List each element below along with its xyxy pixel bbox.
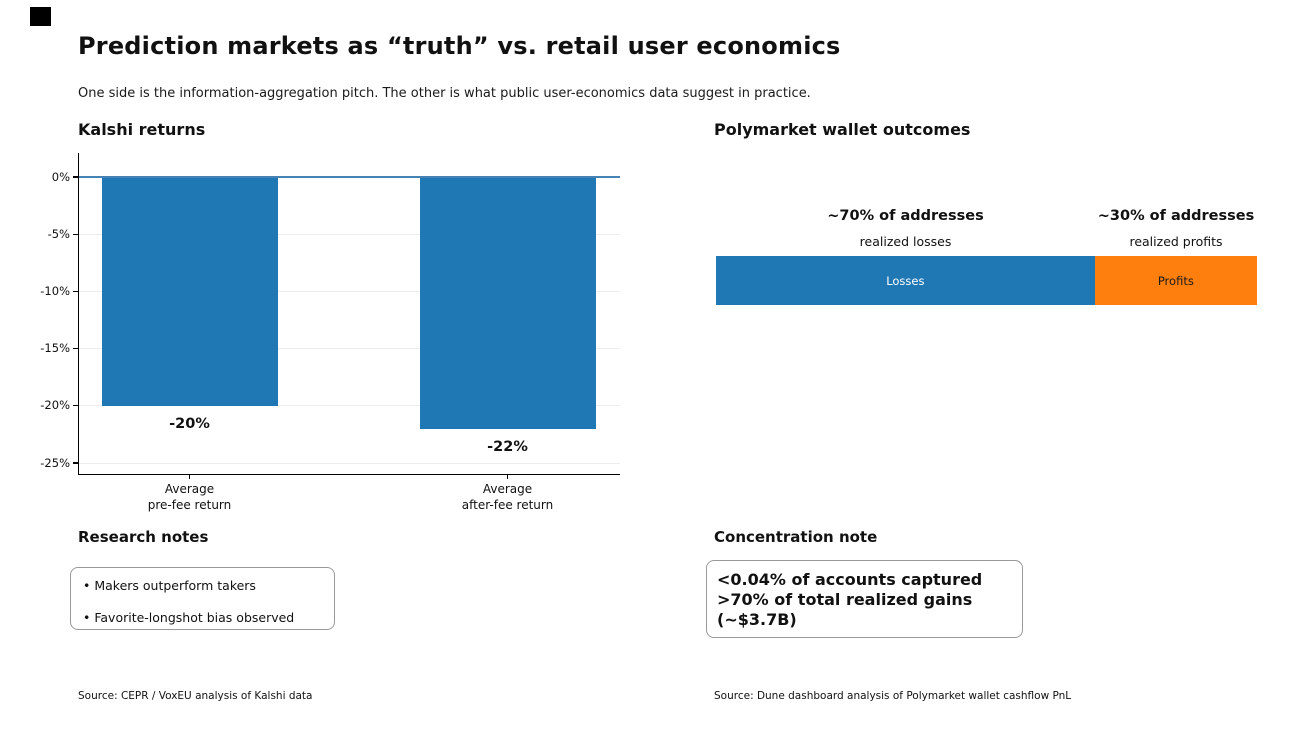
polymarket-segment-profits: Profits bbox=[1094, 256, 1257, 305]
y-tick-mark bbox=[73, 348, 78, 350]
y-tick-label: -20% bbox=[40, 398, 70, 413]
page-subtitle: One side is the information-aggregation … bbox=[78, 86, 811, 101]
concentration-note-heading: Concentration note bbox=[714, 528, 878, 546]
concentration-note-line: >70% of total realized gains bbox=[717, 590, 973, 609]
profits-annotation-line1: ~30% of addresses bbox=[1097, 208, 1255, 224]
y-tick-mark bbox=[73, 405, 78, 407]
y-tick-mark bbox=[73, 462, 78, 464]
kalshi-bar-1 bbox=[419, 177, 596, 429]
y-tick-label: -25% bbox=[40, 455, 70, 470]
research-notes-heading: Research notes bbox=[78, 528, 209, 546]
concentration-note-box: <0.04% of accounts captured >70% of tota… bbox=[706, 560, 1023, 638]
y-tick-label: 0% bbox=[51, 169, 70, 184]
profits-annotation: ~30% of addresses realized profits bbox=[1014, 208, 1295, 249]
y-gridline bbox=[78, 405, 620, 407]
y-tick-mark bbox=[73, 233, 78, 235]
x-tick-label-1: Average after-fee return bbox=[461, 482, 554, 512]
corner-artifact-mark bbox=[30, 7, 51, 26]
kalshi-source-text: Source: CEPR / VoxEU analysis of Kalshi … bbox=[78, 690, 313, 702]
losses-annotation-line2: realized losses bbox=[859, 234, 952, 249]
concentration-note-line: (~$3.7B) bbox=[717, 610, 797, 629]
polymarket-segment-losses: Losses bbox=[716, 256, 1095, 305]
y-gridline bbox=[78, 348, 620, 350]
x-axis-spine bbox=[78, 473, 620, 475]
kalshi-bar-0 bbox=[101, 177, 278, 406]
research-note-item: • Makers outperform takers bbox=[83, 578, 256, 593]
y-axis-spine bbox=[78, 153, 80, 475]
x-tick-label-0: Average pre-fee return bbox=[147, 482, 232, 512]
y-tick-label: -15% bbox=[40, 341, 70, 356]
y-tick-mark bbox=[73, 290, 78, 292]
kalshi-bar-value-0: -20% bbox=[169, 415, 210, 432]
zero-baseline bbox=[78, 176, 620, 178]
x-tick-mark bbox=[506, 475, 509, 479]
y-gridline bbox=[78, 233, 620, 235]
kalshi-panel-heading: Kalshi returns bbox=[78, 120, 206, 139]
kalshi-bar-value-1: -22% bbox=[487, 438, 528, 455]
polymarket-stacked-bar: Losses Profits bbox=[716, 256, 1257, 305]
y-gridline bbox=[78, 290, 620, 292]
y-gridline bbox=[78, 462, 620, 464]
polymarket-panel-heading: Polymarket wallet outcomes bbox=[714, 120, 971, 139]
losses-annotation: ~70% of addresses realized losses bbox=[716, 208, 1095, 249]
page-title: Prediction markets as “truth” vs. retail… bbox=[78, 32, 841, 60]
profits-annotation-line2: realized profits bbox=[1129, 234, 1223, 249]
y-tick-label: -10% bbox=[40, 283, 70, 298]
research-note-item: • Favorite-longshot bias observed bbox=[83, 610, 295, 625]
y-tick-label: -5% bbox=[47, 226, 70, 241]
polymarket-source-text: Source: Dune dashboard analysis of Polym… bbox=[714, 690, 1072, 702]
x-tick-mark bbox=[188, 475, 191, 479]
concentration-note-line: <0.04% of accounts captured bbox=[717, 570, 983, 589]
segment-label-losses: Losses bbox=[886, 273, 925, 288]
y-tick-mark bbox=[73, 176, 78, 178]
losses-annotation-line1: ~70% of addresses bbox=[827, 208, 984, 224]
research-notes-box: • Makers outperform takers • Favorite-lo… bbox=[70, 567, 335, 630]
segment-label-profits: Profits bbox=[1157, 273, 1194, 288]
